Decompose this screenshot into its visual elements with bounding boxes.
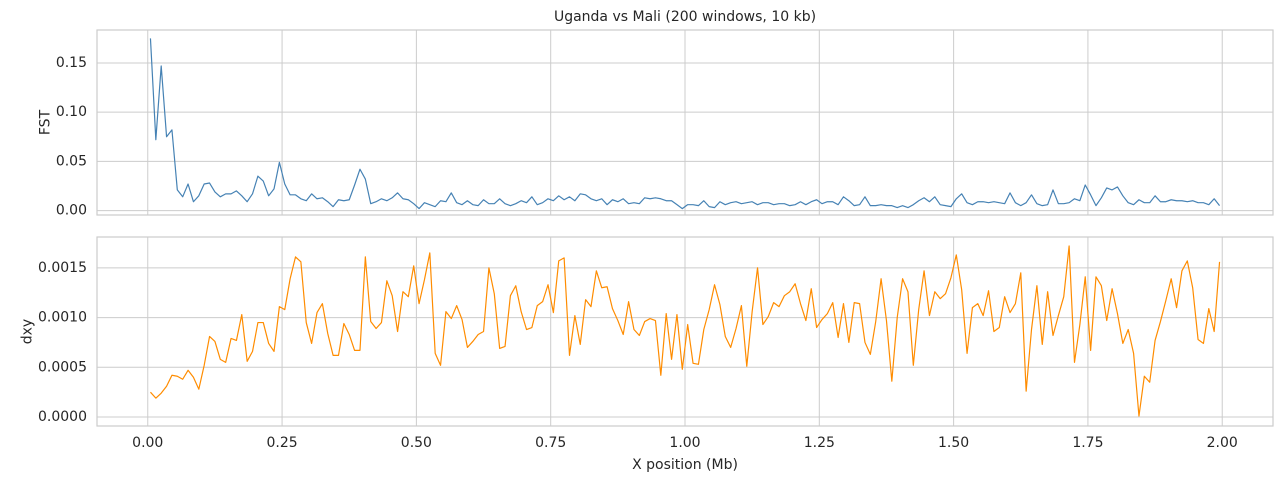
y-tick-label: 0.10 xyxy=(56,104,87,120)
y-tick-label: 0.00 xyxy=(56,203,87,219)
x-tick-label: 0.75 xyxy=(535,435,566,451)
axes-frame xyxy=(96,29,1274,216)
y-tick-label: 0.15 xyxy=(56,55,87,71)
data-line xyxy=(150,245,1221,417)
x-tick-label: 0.25 xyxy=(266,435,297,451)
x-tick-label: 0.50 xyxy=(401,435,432,451)
y-tick-label: 0.0015 xyxy=(38,260,87,276)
y-tick-label: 0.05 xyxy=(56,153,87,169)
x-tick-label: 2.00 xyxy=(1207,435,1238,451)
y-tick-label: 0.0005 xyxy=(38,359,87,375)
y-axis-label: FST xyxy=(37,109,53,135)
data-line xyxy=(149,38,1221,210)
y-axis-label: dxy xyxy=(20,319,36,344)
chart-title: Uganda vs Mali (200 windows, 10 kb) xyxy=(554,9,816,25)
x-tick-label: 1.75 xyxy=(1072,435,1103,451)
x-tick-label: 1.25 xyxy=(804,435,835,451)
x-tick-label: 0.00 xyxy=(132,435,163,451)
x-tick-label: 1.50 xyxy=(938,435,969,451)
x-tick-label: 1.00 xyxy=(669,435,700,451)
y-tick-label: 0.0000 xyxy=(38,409,87,425)
x-axis-label: X position (Mb) xyxy=(632,457,738,473)
axes-frame xyxy=(96,236,1274,427)
y-tick-label: 0.0010 xyxy=(38,310,87,326)
